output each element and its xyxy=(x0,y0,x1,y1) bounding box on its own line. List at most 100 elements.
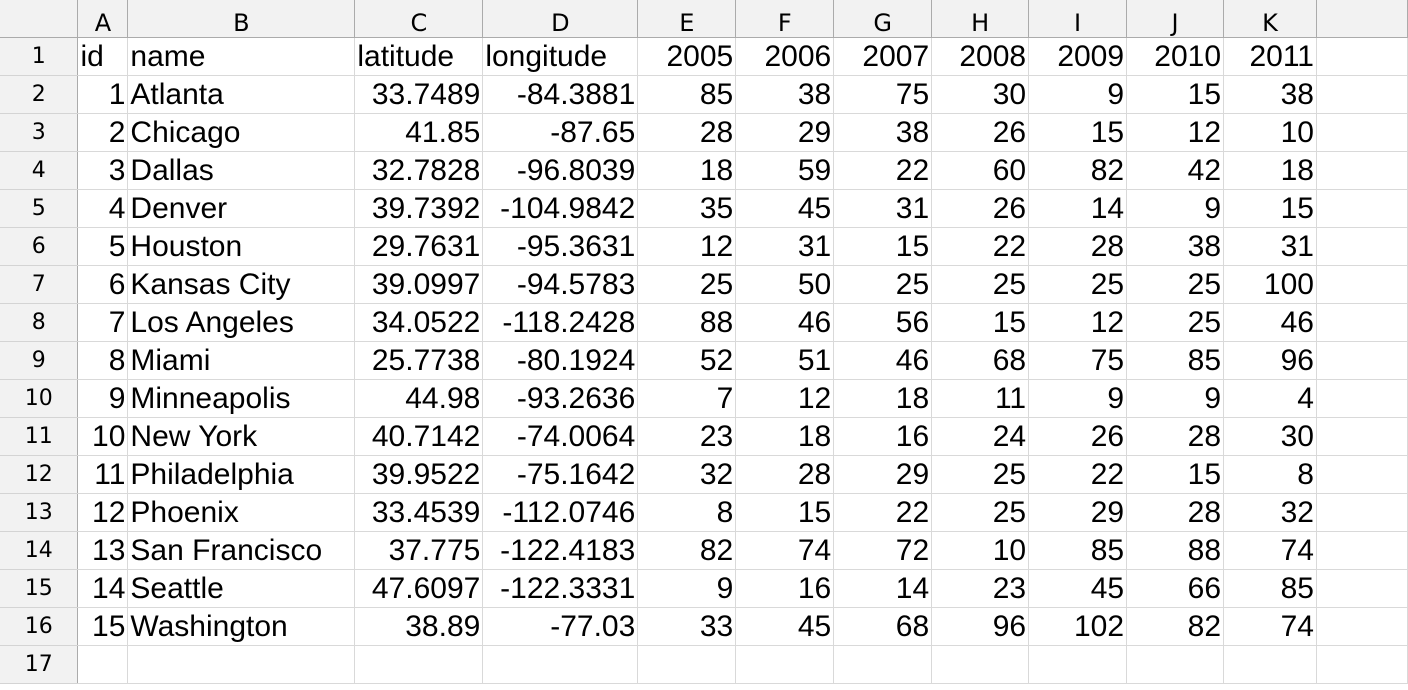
cell-a11[interactable]: 10 xyxy=(77,417,129,456)
cell-h17[interactable] xyxy=(931,645,1030,684)
cell-c4[interactable]: 32.7828 xyxy=(354,151,484,190)
cell-b3[interactable]: Chicago xyxy=(127,113,356,152)
cell-f4[interactable]: 59 xyxy=(735,151,835,190)
cell-empty[interactable] xyxy=(1316,569,1408,608)
cell-a6[interactable]: 5 xyxy=(77,227,129,266)
cell-f7[interactable]: 50 xyxy=(735,265,835,304)
cell-k14[interactable]: 74 xyxy=(1223,531,1317,570)
row-header[interactable]: 11 xyxy=(0,417,79,456)
cell-i9[interactable]: 75 xyxy=(1028,341,1128,380)
cell-k13[interactable]: 32 xyxy=(1223,493,1317,532)
cell-empty[interactable] xyxy=(1316,455,1408,494)
cell-c17[interactable] xyxy=(354,645,484,684)
cell-a17[interactable] xyxy=(77,645,129,684)
cell-i15[interactable]: 45 xyxy=(1028,569,1128,608)
cell-f11[interactable]: 18 xyxy=(735,417,835,456)
cell-k3[interactable]: 10 xyxy=(1223,113,1317,152)
cell-empty[interactable] xyxy=(1316,531,1408,570)
cell-e7[interactable]: 25 xyxy=(637,265,737,304)
cell-b13[interactable]: Phoenix xyxy=(127,493,356,532)
cell-h4[interactable]: 60 xyxy=(931,151,1030,190)
cell-a8[interactable]: 7 xyxy=(77,303,129,342)
cell-b16[interactable]: Washington xyxy=(127,607,356,646)
cell-g7[interactable]: 25 xyxy=(833,265,933,304)
cell-i16[interactable]: 102 xyxy=(1028,607,1128,646)
cell-e10[interactable]: 7 xyxy=(637,379,737,418)
cell-h6[interactable]: 22 xyxy=(931,227,1030,266)
cell-g10[interactable]: 18 xyxy=(833,379,933,418)
cell-empty[interactable] xyxy=(1316,303,1408,342)
cell-d17[interactable] xyxy=(482,645,639,684)
cell-b17[interactable] xyxy=(127,645,356,684)
cell-e11[interactable]: 23 xyxy=(637,417,737,456)
cell-f12[interactable]: 28 xyxy=(735,455,835,494)
cell-i1[interactable]: 2009 xyxy=(1028,37,1128,76)
cell-f13[interactable]: 15 xyxy=(735,493,835,532)
cell-g12[interactable]: 29 xyxy=(833,455,933,494)
cell-empty[interactable] xyxy=(1316,607,1408,646)
cell-a4[interactable]: 3 xyxy=(77,151,129,190)
cell-c12[interactable]: 39.9522 xyxy=(354,455,484,494)
row-header[interactable]: 1 xyxy=(0,37,79,76)
cell-d2[interactable]: -84.3881 xyxy=(482,75,639,114)
row-header[interactable]: 17 xyxy=(0,645,79,684)
cell-g6[interactable]: 15 xyxy=(833,227,933,266)
cell-d7[interactable]: -94.5783 xyxy=(482,265,639,304)
cell-k4[interactable]: 18 xyxy=(1223,151,1317,190)
cell-empty[interactable] xyxy=(1316,151,1408,190)
cell-c6[interactable]: 29.7631 xyxy=(354,227,484,266)
cell-h9[interactable]: 68 xyxy=(931,341,1030,380)
cell-e1[interactable]: 2005 xyxy=(637,37,737,76)
cell-a3[interactable]: 2 xyxy=(77,113,129,152)
cell-empty[interactable] xyxy=(1316,645,1408,684)
select-all-corner[interactable] xyxy=(0,0,79,38)
cell-d10[interactable]: -93.2636 xyxy=(482,379,639,418)
cell-k2[interactable]: 38 xyxy=(1223,75,1317,114)
cell-c9[interactable]: 25.7738 xyxy=(354,341,484,380)
cell-g4[interactable]: 22 xyxy=(833,151,933,190)
cell-e17[interactable] xyxy=(637,645,737,684)
cell-f1[interactable]: 2006 xyxy=(735,37,835,76)
column-header-d[interactable]: D xyxy=(482,0,639,38)
cell-i17[interactable] xyxy=(1028,645,1128,684)
cell-empty[interactable] xyxy=(1316,37,1408,76)
cell-i3[interactable]: 15 xyxy=(1028,113,1128,152)
cell-g1[interactable]: 2007 xyxy=(833,37,933,76)
cell-h10[interactable]: 11 xyxy=(931,379,1030,418)
cell-h8[interactable]: 15 xyxy=(931,303,1030,342)
cell-a7[interactable]: 6 xyxy=(77,265,129,304)
cell-g3[interactable]: 38 xyxy=(833,113,933,152)
row-header[interactable]: 8 xyxy=(0,303,79,342)
cell-c2[interactable]: 33.7489 xyxy=(354,75,484,114)
cell-c7[interactable]: 39.0997 xyxy=(354,265,484,304)
cell-i4[interactable]: 82 xyxy=(1028,151,1128,190)
cell-e3[interactable]: 28 xyxy=(637,113,737,152)
cell-e4[interactable]: 18 xyxy=(637,151,737,190)
cell-k15[interactable]: 85 xyxy=(1223,569,1317,608)
cell-b11[interactable]: New York xyxy=(127,417,356,456)
cell-e14[interactable]: 82 xyxy=(637,531,737,570)
cell-a1[interactable]: id xyxy=(77,37,129,76)
cell-empty[interactable] xyxy=(1316,341,1408,380)
cell-g17[interactable] xyxy=(833,645,933,684)
cell-k7[interactable]: 100 xyxy=(1223,265,1317,304)
cell-i10[interactable]: 9 xyxy=(1028,379,1128,418)
cell-f10[interactable]: 12 xyxy=(735,379,835,418)
cell-e9[interactable]: 52 xyxy=(637,341,737,380)
cell-b8[interactable]: Los Angeles xyxy=(127,303,356,342)
row-header[interactable]: 5 xyxy=(0,189,79,228)
cell-f17[interactable] xyxy=(735,645,835,684)
cell-b1[interactable]: name xyxy=(127,37,356,76)
cell-a12[interactable]: 11 xyxy=(77,455,129,494)
cell-d12[interactable]: -75.1642 xyxy=(482,455,639,494)
cell-empty[interactable] xyxy=(1316,493,1408,532)
cell-j15[interactable]: 66 xyxy=(1126,569,1225,608)
cell-d5[interactable]: -104.9842 xyxy=(482,189,639,228)
cell-i7[interactable]: 25 xyxy=(1028,265,1128,304)
cell-e15[interactable]: 9 xyxy=(637,569,737,608)
cell-d6[interactable]: -95.3631 xyxy=(482,227,639,266)
column-header-a[interactable]: A xyxy=(77,0,129,38)
row-header[interactable]: 2 xyxy=(0,75,79,114)
cell-e6[interactable]: 12 xyxy=(637,227,737,266)
cell-j6[interactable]: 38 xyxy=(1126,227,1225,266)
